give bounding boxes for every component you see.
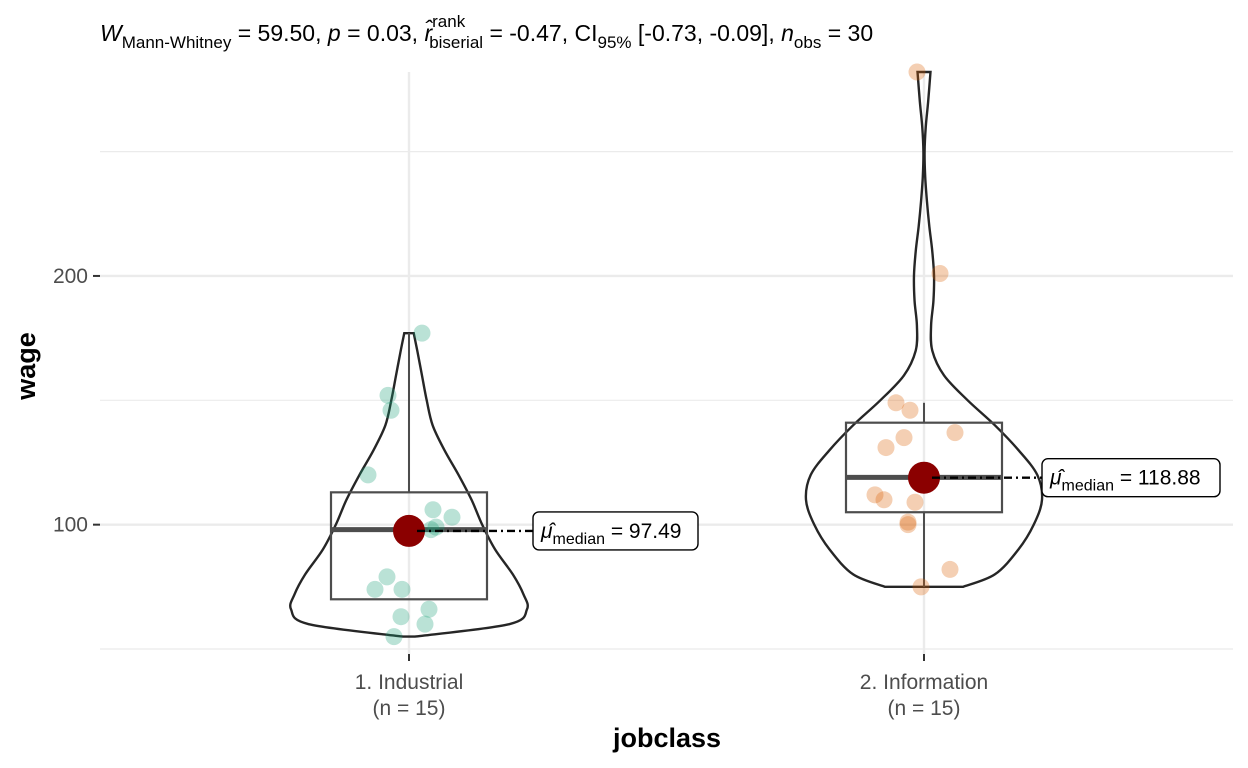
- median-label-box: [1041, 458, 1221, 498]
- data-point: [931, 264, 949, 282]
- data-point: [393, 580, 411, 598]
- data-point: [378, 568, 396, 586]
- plot-subtitle: WMann-Whitney = 59.50, p = 0.03, r̂rank b…: [100, 12, 873, 52]
- y-axis-title: wage: [11, 332, 41, 401]
- data-point: [443, 508, 461, 526]
- data-point: [366, 580, 384, 598]
- violin-shape: [289, 331, 529, 638]
- data-point: [908, 63, 926, 81]
- data-point: [424, 501, 442, 519]
- violins: [289, 70, 1044, 638]
- data-point: [875, 491, 893, 509]
- data-point: [946, 424, 964, 442]
- data-point: [887, 394, 905, 412]
- data-point: [906, 493, 924, 511]
- median-marker: [393, 514, 425, 547]
- violin-shape: [804, 70, 1044, 589]
- median-marker: [908, 461, 940, 494]
- median-label-box: [532, 511, 699, 551]
- x-tick-count-label: (n = 15): [888, 697, 961, 720]
- data-point: [420, 600, 438, 618]
- x-tick-label: 2. Information: [860, 671, 988, 694]
- data-point: [422, 521, 440, 539]
- data-point: [901, 401, 919, 419]
- data-point: [895, 429, 913, 447]
- data-point: [382, 401, 400, 419]
- box-rect: [844, 421, 1004, 514]
- data-point: [359, 466, 377, 484]
- data-point: [392, 608, 410, 626]
- median-markers: [393, 461, 940, 547]
- data-point: [385, 628, 403, 646]
- median-label-text: μ̂median = 118.88: [1049, 467, 1201, 495]
- x-axis-title: jobclass: [612, 723, 721, 753]
- data-point: [877, 439, 895, 457]
- data-point: [416, 615, 434, 633]
- x-tick-count-label: (n = 15): [373, 697, 446, 720]
- grid-lines: [100, 72, 1233, 654]
- data-points: [359, 63, 964, 646]
- median-labels: μ̂median = 97.49 μ̂median = 118.88: [417, 458, 1221, 551]
- data-point: [941, 560, 959, 578]
- data-point: [413, 324, 431, 342]
- boxplots: [329, 333, 1004, 601]
- y-tick-label: 100: [53, 514, 88, 537]
- y-tick-label: 200: [53, 265, 88, 288]
- median-label-text: μ̂median = 97.49: [540, 520, 681, 548]
- data-point: [379, 386, 397, 404]
- axes: 100 200 1. Industrial (n = 15) 2. Informatio…: [53, 265, 988, 720]
- data-point: [899, 513, 917, 531]
- data-point: [899, 516, 917, 534]
- data-point: [912, 578, 930, 596]
- data-point: [866, 486, 884, 504]
- box-rect: [329, 491, 489, 601]
- x-tick-label: 1. Industrial: [355, 671, 464, 694]
